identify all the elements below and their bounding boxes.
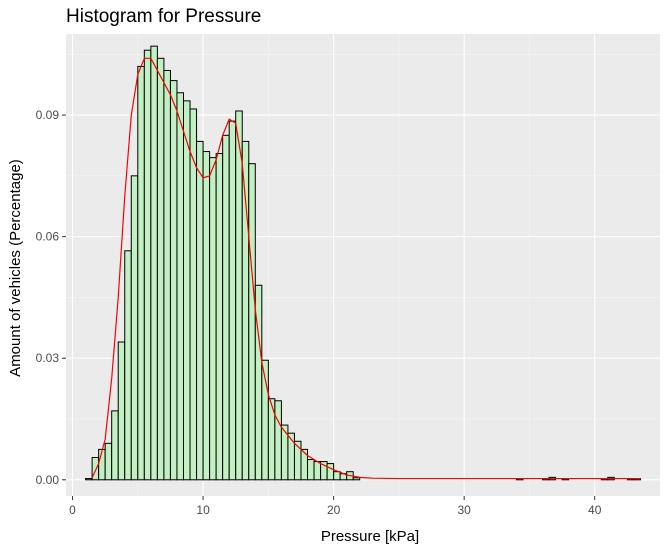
x-tick-label: 30: [457, 503, 471, 517]
histogram-bar: [124, 250, 132, 481]
y-tick-label: 0.09: [36, 108, 60, 122]
histogram-bar: [307, 459, 315, 481]
histogram-bar: [202, 151, 211, 481]
histogram-bar: [215, 153, 224, 481]
histogram-bars: [85, 45, 361, 481]
chart-title: Histogram for Pressure: [66, 6, 261, 27]
histogram-bar: [222, 134, 230, 481]
histogram-bar: [209, 157, 217, 481]
histogram-bar: [313, 461, 322, 481]
x-tick-label: 10: [196, 503, 210, 517]
histogram-bar: [111, 410, 119, 481]
histogram-bar: [196, 140, 204, 481]
y-tick-label: 0.03: [36, 351, 60, 365]
histogram-bar: [241, 140, 250, 481]
y-tick-label: 0.06: [36, 230, 60, 244]
histogram-bar: [352, 477, 361, 481]
histogram-bar: [169, 80, 178, 481]
histogram-bar: [176, 92, 184, 481]
x-tick-label: 20: [327, 503, 341, 517]
x-axis-label: Pressure [kPa]: [321, 528, 419, 545]
y-axis-ticks: 0.00 0.03 0.06 0.09: [36, 108, 66, 487]
histogram-bar: [156, 57, 165, 481]
x-tick-label: 0: [69, 503, 76, 517]
histogram-bar: [117, 341, 126, 481]
histogram-bar: [137, 65, 145, 481]
histogram-bar: [182, 100, 191, 481]
histogram-bar: [150, 45, 158, 481]
x-axis-ticks: 0 10 20 30 40: [69, 496, 602, 517]
histogram-bar: [104, 442, 113, 481]
histogram-bar: [248, 163, 256, 481]
density-curve: [91, 57, 641, 480]
histogram-bar: [143, 49, 152, 481]
x-tick-label: 40: [588, 503, 602, 517]
histogram-bar: [228, 120, 237, 481]
y-tick-label: 0.00: [36, 473, 60, 487]
y-axis-label: Amount of vehicles (Percentage): [7, 159, 24, 377]
histogram-bar: [130, 175, 139, 481]
histogram-bar: [274, 400, 282, 481]
histogram-bar: [163, 69, 171, 481]
histogram-bar: [326, 463, 335, 481]
histogram-bar: [85, 478, 93, 481]
histogram-bar: [235, 110, 243, 481]
histogram-bar: [333, 471, 341, 481]
histogram-bar: [98, 448, 106, 481]
